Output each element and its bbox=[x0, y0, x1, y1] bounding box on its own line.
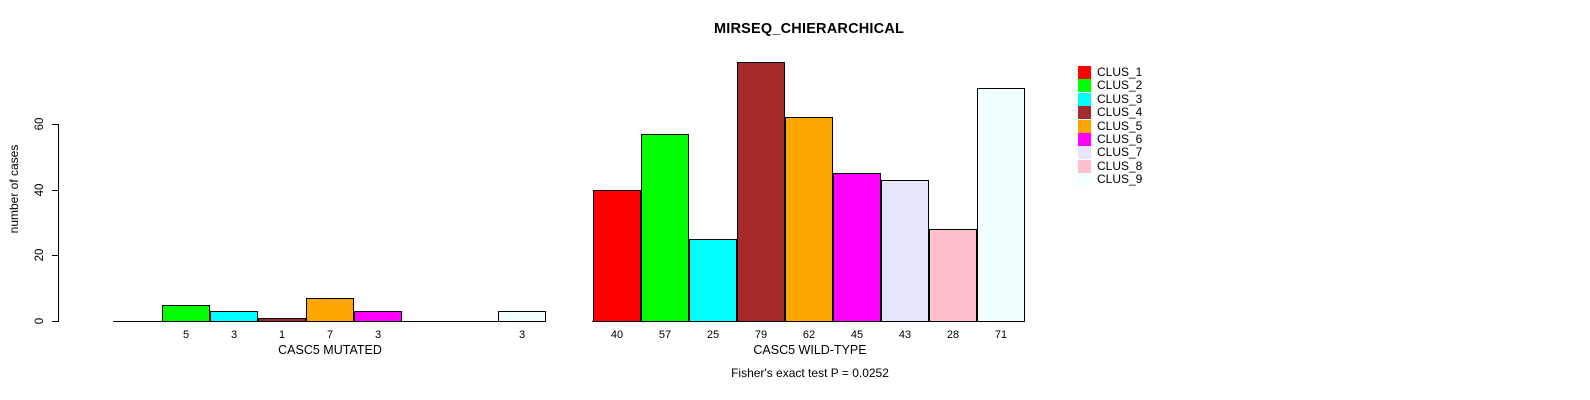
legend-label-clus_9: CLUS_9 bbox=[1097, 172, 1143, 186]
legend-swatch-clus_2 bbox=[1078, 79, 1091, 92]
bar-value-label: 57 bbox=[658, 329, 672, 341]
bar-value-label: 3 bbox=[230, 329, 238, 341]
bar-clus_8 bbox=[929, 229, 977, 322]
legend-label-clus_5: CLUS_5 bbox=[1097, 119, 1143, 133]
bar-value-label: 40 bbox=[610, 329, 624, 341]
legend-swatch-clus_5 bbox=[1078, 120, 1091, 133]
bar-value-label: 7 bbox=[326, 329, 334, 341]
bar-clus_2 bbox=[162, 305, 210, 322]
legend-swatch-clus_3 bbox=[1078, 93, 1091, 106]
bar-clus_4 bbox=[737, 62, 785, 322]
y-axis-label: number of cases bbox=[7, 144, 21, 234]
bar-clus_5 bbox=[306, 298, 354, 322]
y-axis bbox=[58, 124, 59, 322]
chart-title: MIRSEQ_CHIERARCHICAL bbox=[713, 21, 905, 37]
legend-label-clus_7: CLUS_7 bbox=[1097, 145, 1143, 159]
y-tick bbox=[52, 124, 58, 125]
bar-value-label: 5 bbox=[182, 329, 190, 341]
fisher-test-annotation: Fisher's exact test P = 0.0252 bbox=[731, 366, 889, 380]
bar-clus_9 bbox=[977, 88, 1025, 322]
bar-value-label: 62 bbox=[802, 329, 816, 341]
bar-clus_3 bbox=[689, 239, 737, 322]
bar-value-label: 3 bbox=[374, 329, 382, 341]
bar-value-label: 1 bbox=[278, 329, 286, 341]
bar-clus_6 bbox=[833, 173, 881, 322]
legend-swatch-clus_4 bbox=[1078, 106, 1091, 119]
y-tick bbox=[52, 255, 58, 256]
bar-value-label: 3 bbox=[518, 329, 526, 341]
legend-label-clus_4: CLUS_4 bbox=[1097, 105, 1143, 119]
y-tick-label: 0 bbox=[34, 317, 46, 325]
y-tick-label: 20 bbox=[34, 248, 46, 262]
y-tick bbox=[52, 321, 58, 322]
legend-swatch-clus_7 bbox=[1078, 146, 1091, 159]
y-tick-label: 40 bbox=[34, 183, 46, 197]
legend-swatch-clus_8 bbox=[1078, 160, 1091, 173]
legend-label-clus_2: CLUS_2 bbox=[1097, 78, 1143, 92]
bar-value-label: 25 bbox=[706, 329, 720, 341]
x-axis-label-wild-type: CASC5 WILD-TYPE bbox=[753, 343, 867, 357]
bar-clus_7 bbox=[881, 180, 929, 322]
legend-swatch-clus_1 bbox=[1078, 66, 1091, 79]
y-tick-label: 60 bbox=[34, 117, 46, 131]
legend-label-clus_1: CLUS_1 bbox=[1097, 65, 1143, 79]
legend-swatch-clus_6 bbox=[1078, 133, 1091, 146]
legend-label-clus_8: CLUS_8 bbox=[1097, 159, 1143, 173]
bar-value-label: 71 bbox=[994, 329, 1008, 341]
bar-clus_1 bbox=[593, 190, 641, 322]
legend-label-clus_3: CLUS_3 bbox=[1097, 92, 1143, 106]
bar-clus_5 bbox=[785, 117, 833, 322]
y-tick bbox=[52, 190, 58, 191]
legend-label-clus_6: CLUS_6 bbox=[1097, 132, 1143, 146]
x-axis-label-mutated: CASC5 MUTATED bbox=[278, 343, 382, 357]
bar-value-label: 43 bbox=[898, 329, 912, 341]
bar-clus_4 bbox=[258, 318, 306, 322]
bar-value-label: 28 bbox=[946, 329, 960, 341]
legend-swatch-clus_9 bbox=[1078, 173, 1091, 186]
bar-value-label: 45 bbox=[850, 329, 864, 341]
bar-clus_3 bbox=[210, 311, 258, 322]
bar-clus_9 bbox=[498, 311, 546, 322]
bar-clus_6 bbox=[354, 311, 402, 322]
bar-clus_2 bbox=[641, 134, 689, 322]
bar-value-label: 79 bbox=[754, 329, 768, 341]
